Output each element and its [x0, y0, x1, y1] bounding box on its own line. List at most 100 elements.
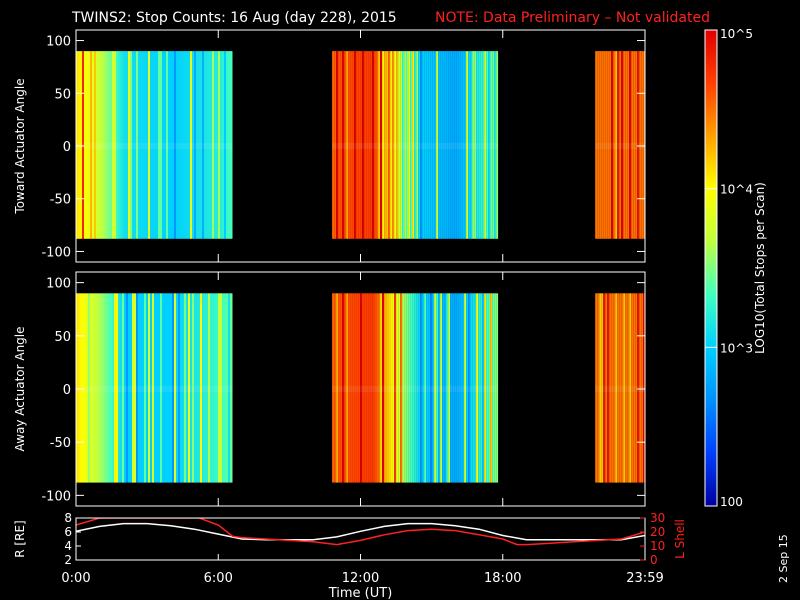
zero-angle-band	[332, 142, 499, 150]
heatmap-column	[200, 51, 202, 239]
y2-axis-label: L Shell	[673, 519, 687, 559]
heatmap-column	[156, 293, 158, 483]
heatmap-column	[202, 51, 204, 239]
heatmap-column	[446, 293, 449, 483]
heatmap-column	[118, 51, 120, 239]
heatmap-column	[378, 51, 381, 239]
heatmap-column	[396, 51, 399, 239]
heatmap-column	[158, 293, 160, 483]
heatmap-column	[414, 51, 417, 239]
heatmap-column	[160, 293, 162, 483]
heatmap-column	[458, 51, 461, 239]
heatmap-column	[224, 51, 226, 239]
heatmap-column	[140, 293, 142, 483]
heatmap-column	[332, 51, 335, 239]
heatmap-column	[220, 51, 222, 239]
heatmap-column	[615, 51, 618, 239]
heatmap-column	[621, 51, 624, 239]
y-tick-label: 2	[64, 553, 72, 567]
heatmap-column	[623, 293, 626, 483]
y-tick-label: 50	[54, 87, 71, 102]
heatmap-column	[154, 51, 156, 239]
heatmap-column	[346, 51, 349, 239]
heatmap-column	[132, 293, 134, 483]
heatmap-column	[420, 293, 423, 483]
heatmap-column	[364, 293, 367, 483]
heatmap-column	[480, 293, 483, 483]
heatmap-column	[212, 293, 214, 483]
heatmap-column	[402, 51, 405, 239]
heatmap-column	[372, 51, 375, 239]
heatmap-column	[434, 293, 437, 483]
heatmap-column	[442, 293, 445, 483]
heatmap-column	[603, 51, 606, 239]
y-tick-label: 100	[46, 277, 71, 292]
heatmap-column	[422, 293, 425, 483]
heatmap-column	[484, 293, 487, 483]
heatmap-column	[384, 51, 387, 239]
heatmap-column	[380, 51, 383, 239]
heatmap-column	[428, 293, 431, 483]
y-tick-label: 50	[54, 330, 71, 345]
y2-tick-label: 30	[650, 511, 665, 525]
heatmap-column	[154, 293, 156, 483]
heatmap-column	[344, 293, 347, 483]
heatmap-column	[338, 293, 341, 483]
heatmap-column	[408, 293, 411, 483]
heatmap-column	[422, 51, 425, 239]
x-tick-label: 12:00	[342, 571, 379, 586]
data-block	[332, 293, 499, 483]
heatmap-column	[134, 51, 136, 239]
heatmap-column	[100, 293, 102, 483]
heatmap-column	[631, 51, 634, 239]
heatmap-column	[188, 293, 190, 483]
heatmap-column	[174, 51, 176, 239]
heatmap-column	[184, 51, 186, 239]
heatmap-column	[182, 51, 184, 239]
heatmap-column	[196, 51, 198, 239]
heatmap-column	[635, 293, 638, 483]
heatmap-column	[124, 51, 126, 239]
heatmap-column	[470, 51, 473, 239]
heatmap-column	[448, 293, 451, 483]
heatmap-column	[86, 293, 88, 483]
heatmap-column	[76, 51, 78, 239]
heatmap-column	[633, 51, 636, 239]
heatmap-column	[390, 51, 393, 239]
heatmap-column	[142, 51, 144, 239]
heatmap-column	[460, 293, 463, 483]
heatmap-column	[468, 51, 471, 239]
heatmap-column	[90, 293, 92, 483]
heatmap-column	[609, 293, 612, 483]
toward-angle-heatmap-panel: 100 50 0 -50 -100 Toward Actuator Angle	[13, 29, 646, 263]
heatmap-column	[358, 293, 361, 483]
heatmap-column	[126, 293, 128, 483]
heatmap-column	[601, 293, 604, 483]
l-shell-line	[76, 518, 645, 546]
heatmap-column	[190, 293, 192, 483]
heatmap-column	[230, 51, 232, 239]
heatmap-column	[452, 293, 455, 483]
y-tick-label: -50	[50, 193, 71, 208]
heatmap-column	[462, 51, 465, 239]
heatmap-column	[192, 51, 194, 239]
heatmap-column	[80, 293, 82, 483]
heatmap-column	[352, 293, 355, 483]
heatmap-column	[464, 51, 467, 239]
heatmap-column	[106, 51, 108, 239]
heatmap-column	[198, 51, 200, 239]
heatmap-column	[460, 51, 463, 239]
heatmap-column	[370, 293, 373, 483]
heatmap-column	[368, 293, 371, 483]
heatmap	[76, 51, 645, 239]
heatmap-column	[416, 51, 419, 239]
heatmap-column	[484, 51, 487, 239]
heatmap-column	[420, 51, 423, 239]
heatmap-column	[430, 293, 433, 483]
heatmap-column	[112, 51, 114, 239]
heatmap-column	[108, 51, 110, 239]
heatmap-column	[198, 293, 200, 483]
heatmap-column	[388, 293, 391, 483]
y-tick-label: -100	[41, 245, 71, 260]
